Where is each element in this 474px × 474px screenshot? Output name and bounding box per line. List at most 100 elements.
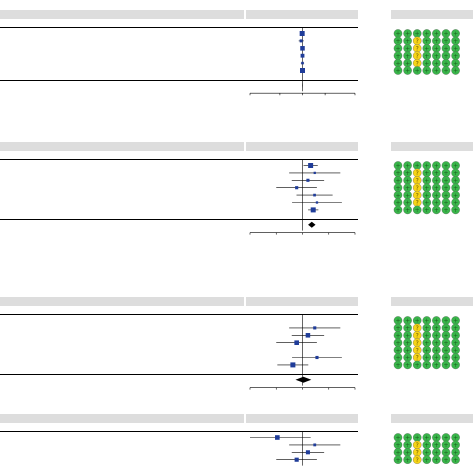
header-band [246,142,358,151]
rob-plus-sign: + [395,170,400,177]
rob-plus-sign: + [395,31,400,38]
panel-e: + + + + + + + + +? + + + + + +? + + + + + +? + + + + + +? + + + + + +? + +… [0,283,474,400]
rob-dot-a [393,66,403,75]
point-estimate-square [301,61,304,65]
rob-plus-sign: + [405,185,410,192]
rob-dot-a [393,360,403,370]
rob-plus-sign: + [443,200,448,207]
rob-plus-sign: + [434,435,439,442]
point-estimate-square [295,186,299,190]
rob-plus-sign: + [434,318,439,325]
rob-plus-sign: + [443,163,448,170]
rob-plus-sign: + [434,362,439,369]
rob-plus-sign: + [395,60,400,67]
rob-plus-sign: + [443,53,448,60]
point-estimate-square [315,355,319,360]
point-estimate-square [290,362,296,368]
rob-dot-d [422,66,432,75]
rob-plus-sign: + [415,31,420,38]
rob-plus-sign: + [424,450,429,457]
divider [0,374,358,376]
rob-plus-sign: + [424,163,429,170]
rob-plus-sign: + [405,192,410,199]
rob-plus-sign: + [405,60,410,67]
point-estimate-square [294,457,299,462]
rob-plus-sign: + [453,347,458,354]
rob-dot-b [403,66,412,75]
forest-plot-area: + + + + + + ++ +? + + + ++ +? + + + ++ +? + + + + [250,432,460,466]
rob-plus-sign: + [395,457,400,464]
rob-plus-sign: + [434,347,439,354]
rob-question-sign: ? [416,200,419,207]
rob-plus-sign: + [395,355,400,362]
divider [0,79,358,81]
rob-dot-e [432,205,441,215]
rob-plus-sign: + [453,170,458,177]
rob-dot-g [451,455,460,464]
header-band [391,142,473,151]
rob-plus-sign: + [395,325,400,332]
rob-plus-sign: + [424,318,429,325]
point-estimate-square [299,39,303,43]
rob-plus-sign: + [405,46,410,53]
point-estimate-square [300,46,305,51]
rob-question-sign: ? [416,333,419,340]
rob-plus-sign: + [415,318,420,325]
rob-plus-sign: + [424,170,429,177]
rob-plus-sign: + [443,60,448,67]
rob-plus-sign: + [395,68,400,75]
rob-dot-c [412,455,422,464]
rob-plus-sign: + [443,355,448,362]
rob-question-sign: ? [416,442,419,449]
rob-plus-sign: + [424,38,429,45]
rob-plus-sign: + [395,442,400,449]
header-band [246,10,358,19]
rob-plus-sign: + [443,185,448,192]
rob-plus-sign: + [443,170,448,177]
header-band [0,10,244,19]
point-estimate-square [306,178,310,182]
rob-plus-sign: + [405,53,410,60]
rob-dot-f [441,205,451,215]
rob-plus-sign: + [443,362,448,369]
header-band [391,10,473,19]
rob-plus-sign: + [424,207,429,214]
rob-question-sign: ? [416,340,419,347]
rob-plus-sign: + [405,207,410,214]
rob-plus-sign: + [424,31,429,38]
rob-plus-sign: + [443,333,448,340]
point-estimate-square [313,193,316,197]
point-estimate-square [313,326,317,330]
divider [0,314,358,315]
rob-plus-sign: + [434,333,439,340]
rob-plus-sign: + [424,46,429,53]
point-estimate-square [300,53,305,58]
rob-question-sign: ? [416,178,419,185]
header-band [0,297,244,306]
panel-c: + + + + + + + + +? + + + + + +? + + + + + +? + + + + + +? + + + + + + + + +… [0,0,474,128]
rob-plus-sign: + [405,450,410,457]
rob-plus-sign: + [405,362,410,369]
rob-plus-sign: + [453,457,458,464]
rob-question-sign: ? [416,192,419,199]
rob-plus-sign: + [453,333,458,340]
rob-plus-sign: + [434,457,439,464]
rob-plus-sign: + [405,68,410,75]
rob-plus-sign: + [395,178,400,185]
rob-plus-sign: + [443,38,448,45]
rob-plus-sign: + [415,435,420,442]
rob-plus-sign: + [395,38,400,45]
point-estimate-square [305,450,310,455]
rob-plus-sign: + [443,31,448,38]
rob-plus-sign: + [405,318,410,325]
rob-plus-sign: + [395,450,400,457]
rob-plus-sign: + [443,46,448,53]
rob-plus-sign: + [434,53,439,60]
point-estimate-square [310,207,316,213]
rob-dot-a [393,455,403,464]
rob-plus-sign: + [405,435,410,442]
forest-plot-area: + + + + + + ++ +? + + + ++ +? + + + ++ +? + + + ++ +? + + + ++ + + + +… [249,28,460,96]
panel-d: + + + + + + + + +? + + + + + +? + + + + + +? + + + + + +? + + + + + +? + +… [0,128,474,283]
rob-plus-sign: + [453,207,458,214]
